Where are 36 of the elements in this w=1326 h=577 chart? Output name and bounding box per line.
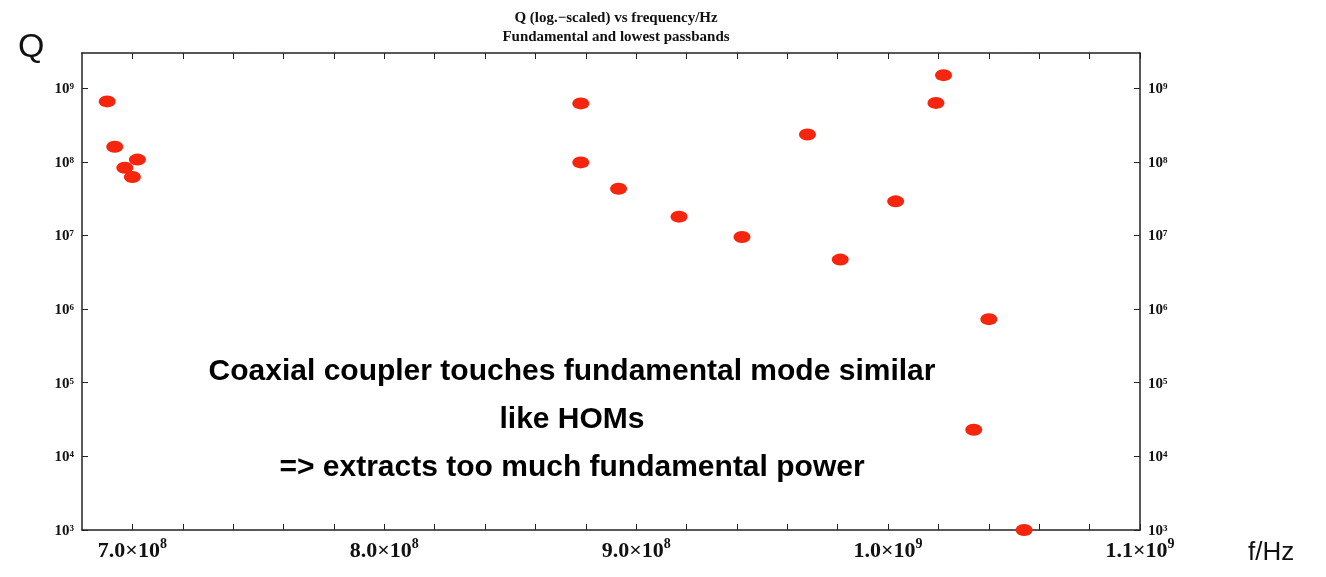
point <box>116 161 134 174</box>
point <box>927 96 945 109</box>
y-tick-label: 10³ <box>1148 522 1168 538</box>
y-tick-label: 10⁹ <box>1148 80 1168 97</box>
text: 10³ <box>54 522 74 538</box>
point <box>733 231 751 244</box>
y-tick-label: 10⁶ <box>1148 301 1168 318</box>
point <box>799 128 816 141</box>
chart-subtitle: Fundamental and lowest passbands <box>502 27 730 44</box>
point <box>128 153 146 166</box>
y-tick-label: 10⁴ <box>1148 448 1168 465</box>
point <box>887 195 905 208</box>
text: 10⁸ <box>54 153 74 170</box>
point <box>965 423 983 436</box>
x-axis-title: f/Hz <box>1248 536 1295 566</box>
y-tick-label: 10⁵ <box>1148 374 1168 391</box>
point <box>610 182 628 195</box>
point <box>123 171 141 184</box>
y-axis-title: Q <box>18 26 45 64</box>
chart-title: Q (log.−scaled) vs frequency/Hz <box>514 8 718 26</box>
y-tick-label: 10⁸ <box>1148 153 1168 170</box>
point <box>98 95 116 108</box>
point <box>935 69 953 82</box>
point <box>980 313 998 326</box>
text: 10⁷ <box>54 227 74 244</box>
text: 10⁶ <box>54 301 74 318</box>
text: 10⁴ <box>54 448 74 465</box>
point <box>831 253 849 266</box>
point <box>106 140 124 153</box>
point <box>670 210 688 223</box>
point <box>572 156 590 169</box>
annotation: Coaxial coupler touches fundamental mode similar like HOMs => extracts too much fundamental power <box>208 352 936 482</box>
text: 10⁵ <box>54 374 74 391</box>
text: 10⁹ <box>54 80 74 97</box>
point <box>572 97 590 110</box>
y-tick-label: 10⁷ <box>1148 227 1168 244</box>
